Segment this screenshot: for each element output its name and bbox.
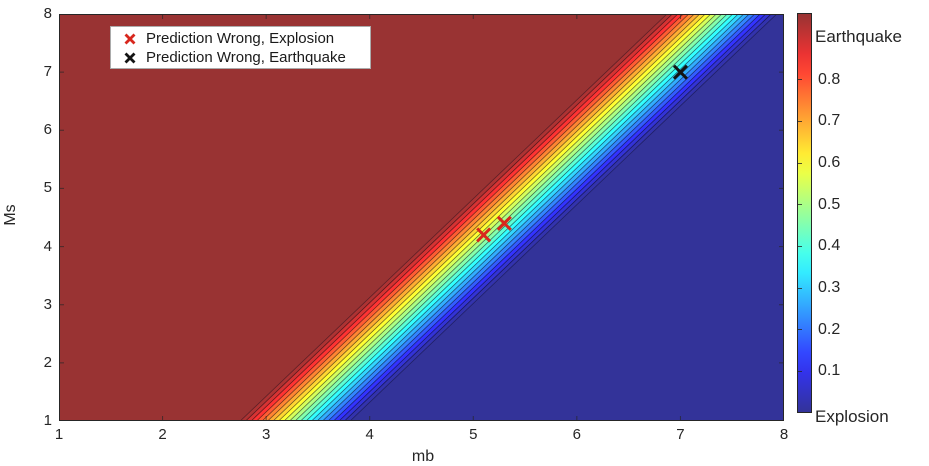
- x-tick-label: 3: [261, 426, 271, 443]
- colorbar: [797, 13, 812, 413]
- colorbar-tick-label: 0.6: [818, 154, 841, 171]
- y-tick-label: 6: [43, 121, 52, 139]
- y-tick-label: 5: [43, 179, 52, 197]
- colorbar-tick-label: 0.1: [818, 362, 841, 380]
- legend-item-wrong-explosion: Prediction Wrong, Explosion: [119, 29, 370, 48]
- colorbar-top-label: Earthquake: [815, 27, 902, 46]
- red-x-marker-icon: [124, 33, 136, 44]
- colorbar-tick-label: 0.2: [818, 320, 841, 338]
- legend: Prediction Wrong, Explosion Prediction W…: [110, 26, 371, 69]
- colorbar-tick-mark: [798, 79, 802, 81]
- colorbar-tick-mark: [798, 162, 802, 164]
- x-tick-label: 8: [779, 426, 789, 443]
- y-tick-label: 7: [43, 63, 52, 81]
- colorbar-tick-label: 0.4: [818, 237, 841, 255]
- data-marker-x: [672, 64, 688, 80]
- y-tick-label: 8: [43, 5, 52, 22]
- colorbar-bottom-label: Explosion: [815, 407, 889, 426]
- colorbar-tick-mark: [798, 245, 802, 247]
- colorbar-tick-label: 0.8: [818, 70, 841, 88]
- y-tick-label: 3: [43, 295, 52, 313]
- colorbar-tick-mark: [798, 204, 802, 206]
- x-tick-label: 4: [365, 426, 374, 443]
- x-tick-label: 7: [676, 426, 685, 443]
- colorbar-tick-label: 0.7: [818, 112, 841, 130]
- colorbar-tick-label: 0.3: [818, 279, 841, 296]
- legend-item-wrong-earthquake: Prediction Wrong, Earthquake: [119, 48, 370, 67]
- colorbar-tick-mark: [798, 287, 802, 289]
- colorbar-tick-mark: [798, 120, 802, 122]
- y-axis-label: Ms: [2, 204, 19, 226]
- y-tick-label: 2: [43, 353, 52, 371]
- plot-area: [59, 14, 784, 421]
- contour-decision-map: [59, 14, 784, 421]
- x-tick-label: 5: [469, 426, 478, 443]
- x-tick-label: 2: [158, 426, 167, 443]
- colorbar-tick-mark: [798, 329, 802, 331]
- colorbar-tick-mark: [798, 370, 802, 372]
- y-tick-label: 1: [43, 412, 52, 429]
- data-marker-x: [476, 227, 492, 243]
- legend-item-label: Prediction Wrong, Earthquake: [146, 49, 346, 66]
- x-tick-label: 6: [572, 426, 582, 443]
- x-tick-label: 1: [54, 426, 64, 443]
- legend-item-label: Prediction Wrong, Explosion: [146, 30, 335, 47]
- x-axis-label: mb: [411, 448, 435, 465]
- black-x-marker-icon: [124, 52, 136, 63]
- colorbar-tick-label: 0.5: [818, 195, 841, 213]
- y-tick-label: 4: [43, 237, 52, 255]
- data-marker-x: [496, 215, 512, 231]
